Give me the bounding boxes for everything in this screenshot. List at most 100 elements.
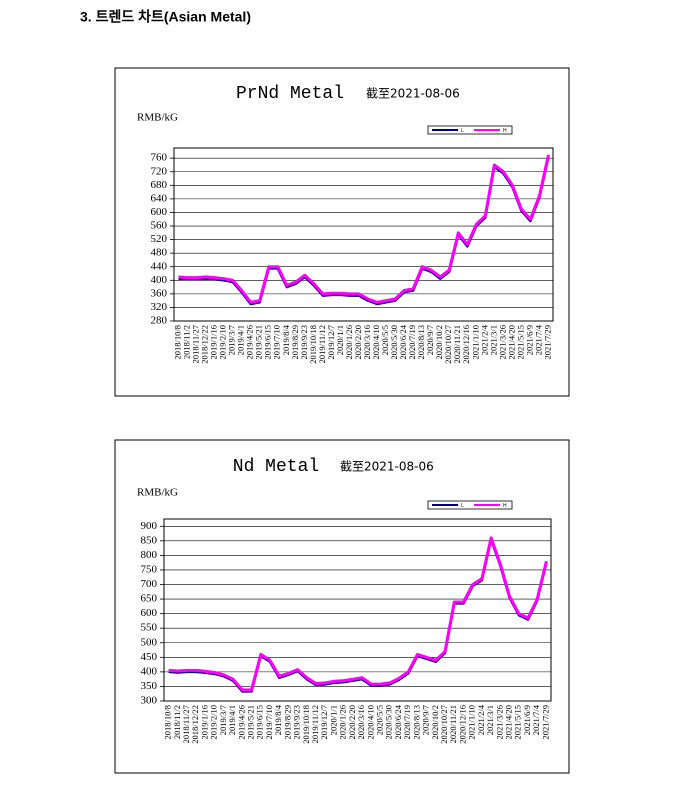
y-tick-label: 400 (141, 665, 158, 677)
legend-label: L (461, 128, 464, 134)
x-tick-label: 2020/1/1 (328, 705, 338, 735)
y-tick-label: 350 (141, 680, 158, 692)
x-tick-label: 2020/2/20 (347, 705, 357, 739)
plot-area (174, 148, 553, 321)
legend-label: L (461, 503, 464, 509)
x-tick-label: 2018/11/27 (181, 705, 191, 743)
x-tick-label: 2019/2/10 (209, 705, 219, 739)
x-tick-label: 2019/8/4 (273, 704, 283, 735)
y-tick-label: 440 (151, 260, 168, 272)
chart-title: Nd Metal (233, 457, 319, 477)
x-tick-label: 2018/11/27 (191, 325, 201, 363)
y-tick-label: 800 (141, 549, 158, 561)
x-tick-label: 2019/3/7 (218, 705, 228, 735)
x-tick-label: 2021/2/4 (479, 324, 489, 355)
legend-box (427, 125, 513, 135)
x-tick-label: 2020/5/5 (380, 325, 390, 355)
x-tick-label: 2021/5/15 (513, 705, 523, 739)
x-tick-label: 2020/3/16 (362, 325, 372, 359)
x-tick-label: 2019/11/12 (310, 705, 320, 743)
x-tick-label: 2018/10/8 (172, 325, 182, 359)
x-tick-label: 2020/12/16 (461, 325, 471, 364)
chart-subtitle: 截至2021-08-06 (340, 460, 434, 474)
x-tick-label: 2018/12/22 (200, 325, 210, 364)
x-tick-label: 2019/5/21 (245, 705, 255, 739)
legend-label: H (503, 128, 507, 134)
y-tick-label: 700 (141, 578, 158, 590)
plot-border (173, 147, 554, 322)
y-tick-label: 450 (141, 651, 158, 663)
x-tick-label: 2019/11/12 (317, 325, 327, 363)
x-tick-label: 2020/3/16 (356, 705, 366, 739)
y-tick-label: 360 (151, 287, 168, 299)
y-tick-label: 650 (141, 593, 158, 605)
y-tick-label: 900 (141, 520, 158, 532)
x-tick-label: 2019/4/1 (236, 325, 246, 355)
x-tick-label: 2018/11/2 (181, 325, 191, 359)
x-tick-label: 2019/6/15 (263, 325, 273, 359)
series-line (168, 536, 548, 692)
y-tick-label: 720 (151, 165, 168, 177)
chart-title: PrNd Metal (236, 84, 344, 104)
x-tick-label: 2020/11/21 (448, 705, 458, 743)
x-tick-label: 2020/8/13 (416, 325, 426, 359)
x-tick-label: 2020/1/26 (338, 705, 348, 739)
x-tick-label: 2019/7/10 (264, 705, 274, 739)
x-tick-label: 2018/12/22 (190, 705, 200, 744)
x-tick-label: 2019/8/29 (290, 325, 300, 359)
x-tick-label: 2019/2/10 (218, 325, 228, 359)
x-tick-label: 2020/4/10 (365, 705, 375, 739)
x-tick-label: 2021/7/4 (533, 324, 543, 355)
series-line (178, 154, 550, 304)
x-tick-label: 2020/10/27 (443, 325, 453, 364)
y-axis-label: RMB/kG (137, 112, 178, 124)
x-tick-label: 2021/6/9 (524, 325, 534, 355)
x-tick-label: 2019/3/7 (227, 325, 237, 355)
x-tick-label: 2020/10/2 (430, 705, 440, 739)
x-tick-label: 2019/8/29 (282, 705, 292, 739)
y-tick-label: 680 (151, 179, 168, 191)
x-tick-label: 2020/6/24 (398, 324, 408, 359)
y-tick-label: 280 (151, 315, 168, 327)
y-tick-label: 640 (151, 192, 168, 204)
y-tick-label: 550 (141, 622, 158, 634)
x-tick-label: 2020/5/30 (384, 705, 394, 739)
x-tick-label: 2020/5/30 (389, 325, 399, 359)
y-tick-label: 850 (141, 534, 158, 546)
x-tick-label: 2019/7/10 (272, 325, 282, 359)
x-tick-label: 2021/5/15 (515, 325, 525, 359)
x-tick-label: 2021/1/10 (470, 325, 480, 359)
y-tick-label: 300 (141, 695, 158, 707)
x-tick-label: 2020/9/7 (421, 705, 431, 735)
x-tick-label: 2019/9/23 (292, 705, 302, 739)
x-tick-label: 2019/12/7 (326, 325, 336, 359)
x-tick-label: 2019/4/26 (236, 705, 246, 739)
x-tick-label: 2020/9/7 (425, 325, 435, 355)
x-tick-label: 2019/8/4 (281, 324, 291, 355)
x-tick-label: 2019/4/26 (245, 325, 255, 359)
x-tick-label: 2019/1/16 (209, 325, 219, 359)
legend-box (427, 500, 513, 510)
x-tick-label: 2020/1/1 (335, 325, 345, 355)
x-tick-label: 2020/2/20 (353, 325, 363, 359)
y-tick-label: 320 (151, 301, 168, 313)
chart-subtitle: 截至2021-08-06 (366, 87, 460, 101)
x-tick-label: 2020/5/5 (374, 705, 384, 735)
y-tick-label: 500 (141, 636, 158, 648)
plot-area (164, 519, 551, 701)
x-tick-label: 2020/4/10 (371, 325, 381, 359)
plot-border (163, 518, 552, 702)
x-tick-label: 2020/10/2 (434, 325, 444, 359)
x-tick-label: 2020/7/19 (407, 325, 417, 359)
y-tick-label: 520 (151, 233, 168, 245)
x-tick-label: 2019/10/18 (301, 705, 311, 744)
x-tick-label: 2020/11/21 (452, 325, 462, 363)
x-tick-label: 2021/3/1 (485, 705, 495, 735)
x-tick-label: 2021/7/29 (540, 705, 550, 739)
x-tick-label: 2019/6/15 (255, 705, 265, 739)
y-tick-label: 760 (151, 152, 168, 164)
x-tick-label: 2019/9/23 (299, 325, 309, 359)
x-tick-label: 2021/7/29 (542, 325, 552, 359)
x-tick-label: 2019/12/7 (319, 705, 329, 739)
